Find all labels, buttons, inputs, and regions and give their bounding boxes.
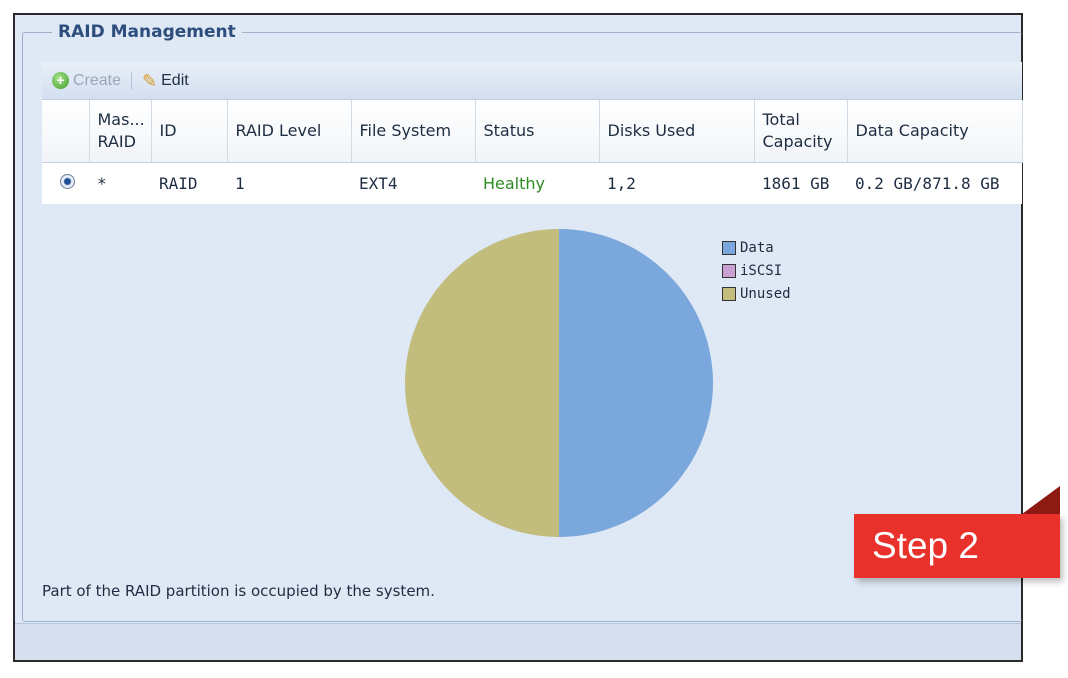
header-id[interactable]: ID [151, 100, 228, 163]
legend-label-data: Data [740, 239, 774, 256]
header-select [42, 100, 90, 163]
badge-fold-shadow [1022, 486, 1060, 514]
header-status[interactable]: Status [475, 100, 600, 163]
toolbar: + Create ✎ Edit [42, 62, 1022, 100]
cell-id: RAID [151, 162, 227, 204]
chart-legend: Data iSCSI Unused [722, 236, 791, 305]
toolbar-separator [131, 71, 133, 90]
header-data-capacity[interactable]: Data Capacity [847, 100, 1023, 163]
legend-swatch-iscsi [722, 263, 736, 278]
legend-item-unused: Unused [722, 282, 791, 305]
cell-disks-used: 1,2 [599, 162, 754, 204]
pencil-icon: ✎ [142, 70, 158, 91]
create-button-label: Create [73, 71, 122, 89]
header-total-capacity[interactable]: Total Capacity [754, 100, 848, 163]
add-circle-icon: + [52, 72, 69, 89]
cell-status: Healthy [475, 162, 599, 204]
cell-total-capacity: 1861 GB [754, 162, 847, 204]
row-select-cell[interactable] [42, 162, 89, 204]
header-file-system[interactable]: File System [351, 100, 476, 163]
legend-item-data: Data [722, 236, 791, 259]
pie-slice-unused [405, 229, 559, 537]
table-row[interactable]: * RAID 1 EXT4 Healthy 1,2 1861 GB 0.2 GB… [42, 162, 1022, 204]
legend-swatch-data [722, 240, 736, 255]
cell-data-capacity: 0.2 GB/871.8 GB [847, 162, 1022, 204]
header-disks-used[interactable]: Disks Used [599, 100, 755, 163]
raid-table: Mas... RAID ID RAID Level File System St… [42, 100, 1023, 204]
table-header-row: Mas... RAID ID RAID Level File System St… [42, 100, 1023, 163]
cell-raid-level: 1 [227, 162, 351, 204]
pie-slice-data [559, 229, 713, 537]
header-master-raid[interactable]: Mas... RAID [89, 100, 152, 163]
panel-footer-bar [15, 623, 1021, 660]
window-right-edge [1021, 13, 1023, 662]
legend-swatch-unused [722, 286, 736, 301]
raid-management-group [22, 32, 1022, 622]
legend-label-unused: Unused [740, 285, 791, 302]
legend-label-iscsi: iSCSI [740, 262, 783, 279]
edit-button[interactable]: ✎ Edit [142, 72, 189, 90]
system-partition-note: Part of the RAID partition is occupied b… [42, 582, 435, 600]
legend-item-iscsi: iSCSI [722, 259, 791, 282]
create-button[interactable]: + Create [52, 72, 121, 90]
step-badge: Step 2 [854, 514, 1060, 578]
row-radio-button[interactable] [60, 173, 75, 189]
cell-master: * [89, 162, 151, 204]
cell-file-system: EXT4 [351, 162, 475, 204]
panel-title: RAID Management [52, 22, 242, 42]
header-raid-level[interactable]: RAID Level [227, 100, 352, 163]
edit-button-label: Edit [161, 71, 189, 89]
